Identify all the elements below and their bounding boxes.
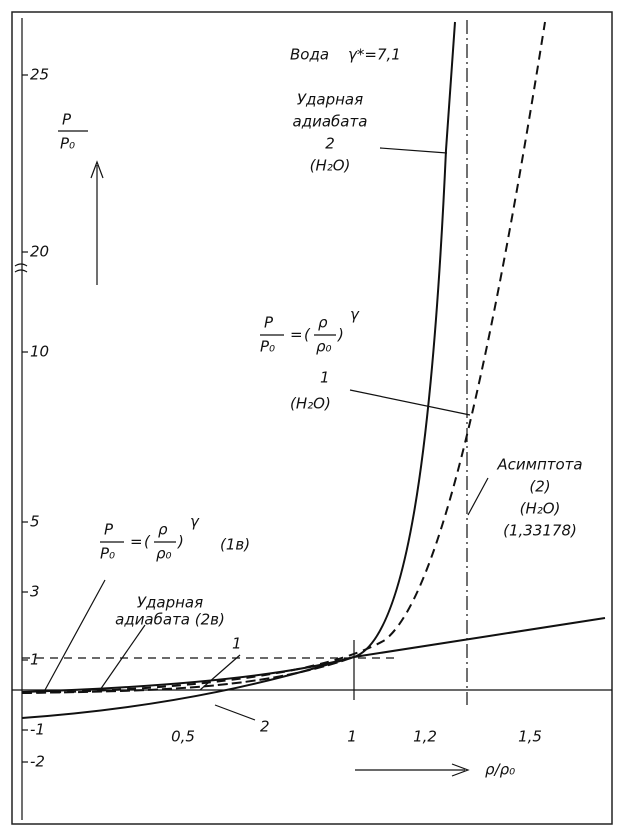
annotation-line: Ударная <box>137 594 203 612</box>
x-ticks: 0,5 1 1,2 1,5 <box>171 728 542 746</box>
annotations: Ударная адиабата 2 (H₂O) Асимптота (2) (H₂O) (1… <box>100 91 583 736</box>
paren: ) <box>337 326 344 344</box>
formula-rden: ρ₀ <box>156 545 172 563</box>
paren: ) <box>177 533 184 551</box>
curve-sub: (H₂O) <box>290 395 331 413</box>
y-tick-label: 1 <box>30 651 40 669</box>
annotation-line: (2) <box>529 478 550 496</box>
x-tick-label: 1,5 <box>518 728 542 746</box>
y-arrow-head <box>90 160 104 179</box>
leader <box>99 624 146 691</box>
formula-eq: = <box>290 326 303 344</box>
formula-num: P <box>104 521 114 539</box>
formula-rnum: ρ <box>158 521 168 539</box>
y-tick-label: 25 <box>30 66 49 84</box>
frame <box>11 11 613 825</box>
leader <box>199 654 241 691</box>
shock-adiabat <box>21 21 456 693</box>
formula-exp: γ <box>190 513 200 531</box>
annotation-line: адиабата (2в) <box>115 611 225 629</box>
formula-tag: (1в) <box>220 536 250 554</box>
y-label-num: P <box>62 111 72 129</box>
formula-rden: ρ₀ <box>316 338 332 356</box>
x-tick-label: 0,5 <box>171 728 195 746</box>
curve-label: 1 <box>232 635 242 653</box>
y-tick-label: 20 <box>30 243 49 261</box>
annotation-line: адиабата <box>293 113 368 131</box>
x-tick-label: 1 <box>347 728 357 746</box>
y-tick-label: -2 <box>30 753 45 771</box>
title: Вода <box>290 46 329 64</box>
annotation-line: (1,33178) <box>503 522 577 540</box>
x-arrow-head <box>451 763 470 777</box>
curve-index: 1 <box>320 369 330 387</box>
formula-rnum: ρ <box>318 314 328 332</box>
formula-eq: = <box>130 533 143 551</box>
y-tick-label: -1 <box>30 721 45 739</box>
annotation-line: (H₂O) <box>310 157 351 175</box>
leader <box>214 704 256 721</box>
axis-break <box>14 263 28 273</box>
curve-label: 2 <box>260 718 270 736</box>
y-ticks: 25 20 10 5 3 1 -1 -2 <box>22 66 49 771</box>
curve-1b <box>21 656 355 694</box>
formula-num: P <box>264 314 274 332</box>
title-param: γ*=7,1 <box>348 46 401 64</box>
leader <box>467 477 489 516</box>
y-label-den: P₀ <box>60 135 75 153</box>
annotation-line: 2 <box>325 135 335 153</box>
leader <box>379 147 448 154</box>
formula-den: P₀ <box>100 545 115 563</box>
y-tick-label: 10 <box>30 343 49 361</box>
x-tick-label: 1,2 <box>413 728 437 746</box>
formula-exp: γ <box>350 306 360 324</box>
paren: ( <box>304 326 311 344</box>
curve-2b <box>21 617 606 719</box>
annotation-line: (H₂O) <box>520 500 561 518</box>
leader <box>349 389 471 416</box>
x-label: ρ/ρ₀ <box>485 761 515 779</box>
annotation-line: Ударная <box>297 91 363 109</box>
y-tick-label: 3 <box>30 583 40 601</box>
leader <box>44 579 106 691</box>
paren: ( <box>144 533 151 551</box>
y-tick-label: 5 <box>30 513 40 531</box>
annotation-line: Асимптота <box>496 456 582 474</box>
formula-den: P₀ <box>260 338 275 356</box>
